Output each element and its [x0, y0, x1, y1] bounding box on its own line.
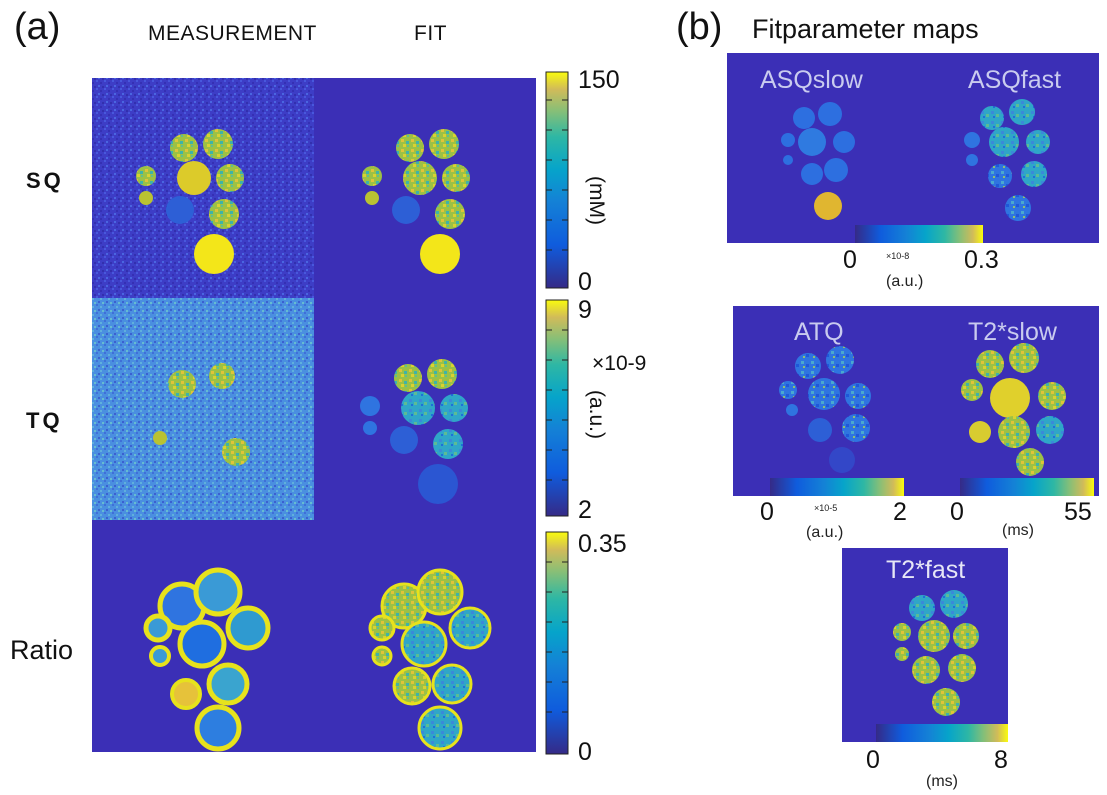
panel-a-grid: [92, 78, 536, 752]
colorbar-sq-unit: (mM): [585, 176, 608, 225]
tq-measurement-map: [92, 298, 314, 520]
colorbar-tq-min: 2: [578, 496, 592, 524]
cb-atq-unit: (a.u.): [806, 524, 844, 541]
row-header-ratio: Ratio: [10, 635, 74, 665]
column-header-fit: FIT: [414, 22, 447, 45]
tq-measurement-phantoms: [153, 363, 250, 466]
cb-t2fast-max: 8: [994, 746, 1008, 774]
cb-atq-min: 0: [760, 498, 774, 526]
t2fast-map: [842, 548, 1008, 742]
map-title-atq: ATQ: [794, 318, 844, 346]
ratio-fit-phantoms: [368, 568, 492, 751]
cb-atq-max: 2: [893, 498, 907, 526]
colorbar-ratio-max: 0.35: [578, 530, 627, 558]
cb-asq-unit: (a.u.): [886, 273, 924, 290]
cb-t2fast-min: 0: [866, 746, 880, 774]
cb-asq-min: 0: [843, 246, 857, 274]
colorbar-tq: [545, 299, 569, 517]
cb-atq-exponent: ×10-5: [814, 503, 838, 513]
row-header-tq: TQ: [26, 408, 63, 433]
cb-t2slow-min: 0: [950, 498, 964, 526]
colorbar-sq-max: 150: [578, 66, 620, 94]
colorbar-sq-min: 0: [578, 268, 592, 296]
colorbar-tq-unit: (a.u.): [585, 390, 608, 440]
atq-t2slow-maps: [733, 306, 1099, 496]
cb-asq-exponent: ×10-8: [886, 251, 910, 261]
panel-b-label: (b): [676, 6, 723, 48]
map-title-asqslow: ASQslow: [760, 66, 863, 94]
cb-t2slow-unit: (ms): [1002, 522, 1034, 539]
cb-asq-max: 0.3: [964, 246, 999, 274]
ratio-measurement-phantoms: [143, 567, 271, 752]
cb-t2slow-max: 55: [1064, 498, 1092, 526]
map-title-asqfast: ASQfast: [968, 66, 1062, 94]
panel-a-label: (a): [14, 6, 61, 48]
colorbar-ratio: [545, 531, 569, 755]
colorbar-sq: [545, 71, 569, 289]
colorbar-tq-exponent: ×10-9: [592, 352, 647, 375]
panel-b-title: Fitparameter maps: [752, 14, 979, 44]
column-header-measurement: MEASUREMENT: [148, 22, 317, 45]
map-title-t2fast: T2*fast: [886, 556, 966, 584]
cb-t2fast-unit: (ms): [926, 773, 958, 790]
colorbar-ratio-min: 0: [578, 738, 592, 766]
row-header-sq: SQ: [26, 168, 64, 193]
colorbar-tq-max: 9: [578, 296, 592, 324]
asq-maps: [727, 53, 1099, 243]
map-title-t2slow: T2*slow: [968, 318, 1057, 346]
